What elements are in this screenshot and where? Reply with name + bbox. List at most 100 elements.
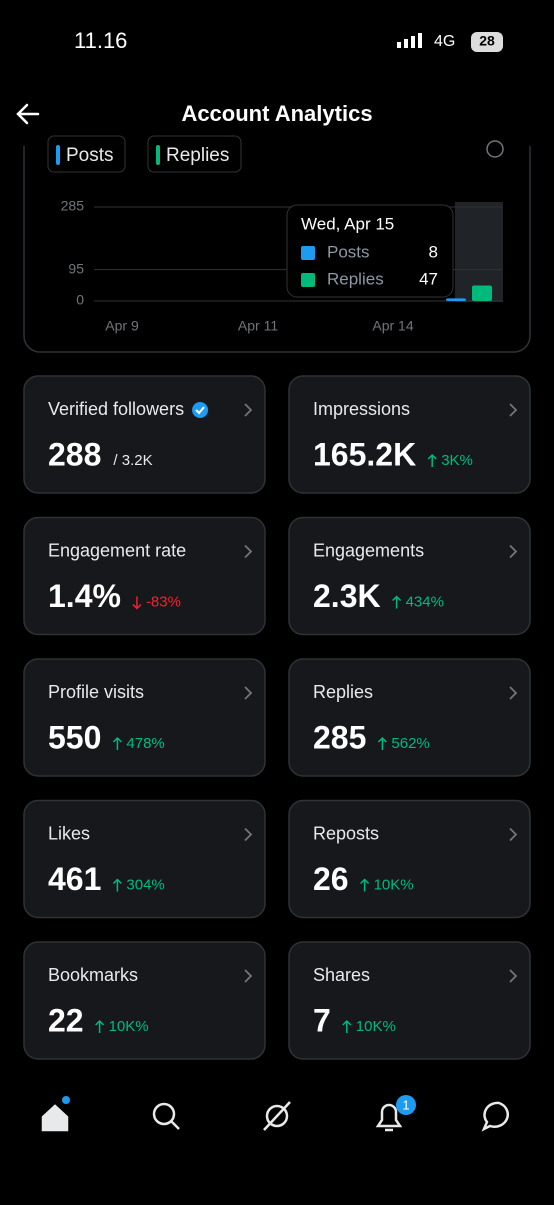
card-value: 165.2K (313, 436, 416, 472)
verified-check (195, 406, 205, 415)
chevron (244, 403, 253, 417)
card-bg (23, 516, 266, 636)
card-value: 461 (48, 861, 101, 897)
card-label: Reposts (313, 823, 379, 843)
card-bg (23, 799, 266, 919)
trend-arrow (377, 736, 387, 750)
card-change: 3K% (441, 452, 473, 469)
page-title: Account Analytics (181, 101, 372, 126)
trend-arrow (112, 878, 122, 892)
status-time: 11.16 (74, 28, 127, 53)
card-change: 434% (406, 593, 444, 610)
grok-icon[interactable] (265, 1104, 289, 1128)
card-value: 2.3K (313, 578, 381, 614)
messages-icon[interactable] (481, 1101, 509, 1132)
chevron (509, 827, 518, 842)
search-handle (170, 1120, 180, 1130)
notifications-icon[interactable] (375, 1103, 403, 1132)
card-bg (288, 516, 531, 636)
metric-card[interactable]: Verified followers 288 / 3.2K (23, 375, 266, 494)
y-tick-label: 285 (61, 198, 85, 214)
legend-swatch (56, 145, 60, 165)
card-value: 7 (313, 1002, 331, 1038)
metric-card[interactable]: Bookmarks 22 10K% (23, 941, 266, 1060)
card-label: Impressions (313, 399, 410, 419)
card-change: -83% (146, 593, 181, 610)
chevron (509, 686, 518, 700)
chevron (509, 969, 518, 983)
x-tick-label: Apr 14 (372, 318, 413, 334)
trend-arrow (360, 878, 370, 892)
legend-label: Replies (166, 145, 229, 166)
tooltip-swatch (301, 246, 315, 260)
tooltip-box (286, 204, 454, 298)
verified-badge (192, 402, 209, 418)
card-value: 550 (48, 719, 101, 755)
info-icon[interactable] (486, 140, 504, 158)
x-tick-label: Apr 9 (105, 318, 139, 334)
tooltip-series: Posts (327, 242, 370, 261)
tooltip-value: 47 (419, 269, 438, 288)
card-change: 10K% (374, 876, 414, 893)
card-label: Engagement rate (48, 540, 186, 560)
metric-card[interactable]: Engagements 2.3K 434% (288, 516, 531, 636)
back-button[interactable] (16, 103, 40, 125)
home-dot (62, 1096, 70, 1104)
trend-arrow (95, 1019, 105, 1033)
card-change: 562% (391, 735, 429, 752)
x-tick-label: Apr 11 (238, 318, 278, 334)
chevron (244, 969, 253, 983)
bar (472, 285, 492, 301)
battery (471, 32, 503, 52)
card-change: 10K% (356, 1018, 396, 1035)
tooltip-swatch (301, 273, 315, 287)
trend-arrow (112, 736, 122, 750)
metric-card[interactable]: Impressions 165.2K 3K% (288, 375, 531, 494)
card-bg (23, 941, 266, 1060)
card-label: Replies (313, 682, 373, 702)
card-value: 288 (48, 436, 101, 472)
tooltip-date: Wed, Apr 15 (301, 214, 394, 233)
metric-card[interactable]: Reposts 26 10K% (288, 799, 531, 919)
card-bg (288, 941, 531, 1060)
metric-card[interactable]: Engagement rate 1.4% -83% (23, 516, 266, 636)
trend-arrow (392, 595, 402, 609)
legend-chip[interactable] (147, 135, 242, 173)
card-bg (23, 375, 266, 494)
home-icon[interactable] (41, 1104, 69, 1132)
card-value: 26 (313, 861, 349, 897)
legend-label: Posts (66, 145, 114, 166)
card-bg (288, 658, 531, 777)
search-icon[interactable] (152, 1102, 176, 1126)
card-label: Shares (313, 965, 370, 985)
bottom-nav (41, 1095, 509, 1132)
card-bg (23, 658, 266, 777)
bar (446, 298, 466, 301)
hover-column (455, 202, 503, 302)
chevron (509, 544, 518, 559)
card-secondary: / 3.2K (113, 452, 152, 469)
chevron (509, 403, 518, 417)
badge-count: 1 (402, 1097, 409, 1112)
card-value: 285 (313, 719, 366, 755)
chevron (244, 544, 253, 559)
metric-card[interactable]: Replies 285 562% (288, 658, 531, 777)
card-value: 1.4% (48, 578, 121, 614)
card-label: Verified followers (48, 399, 184, 419)
metric-card[interactable]: Profile visits 550 478% (23, 658, 266, 777)
y-tick-label: 95 (68, 260, 84, 276)
signal (397, 33, 422, 48)
metric-card[interactable]: Likes 461 304% (23, 799, 266, 919)
legend-chip[interactable] (47, 135, 126, 173)
chevron (244, 827, 253, 842)
card-value: 22 (48, 1002, 84, 1038)
tooltip: Wed, Apr 15 Posts 8 Replies 47 (286, 204, 454, 298)
badge (396, 1095, 416, 1115)
trend-arrow (132, 596, 142, 610)
status-network: 4G (434, 33, 455, 50)
metric-card[interactable]: Shares 7 10K% (288, 941, 531, 1060)
card-bg (288, 375, 531, 494)
grok-slash (263, 1101, 291, 1131)
